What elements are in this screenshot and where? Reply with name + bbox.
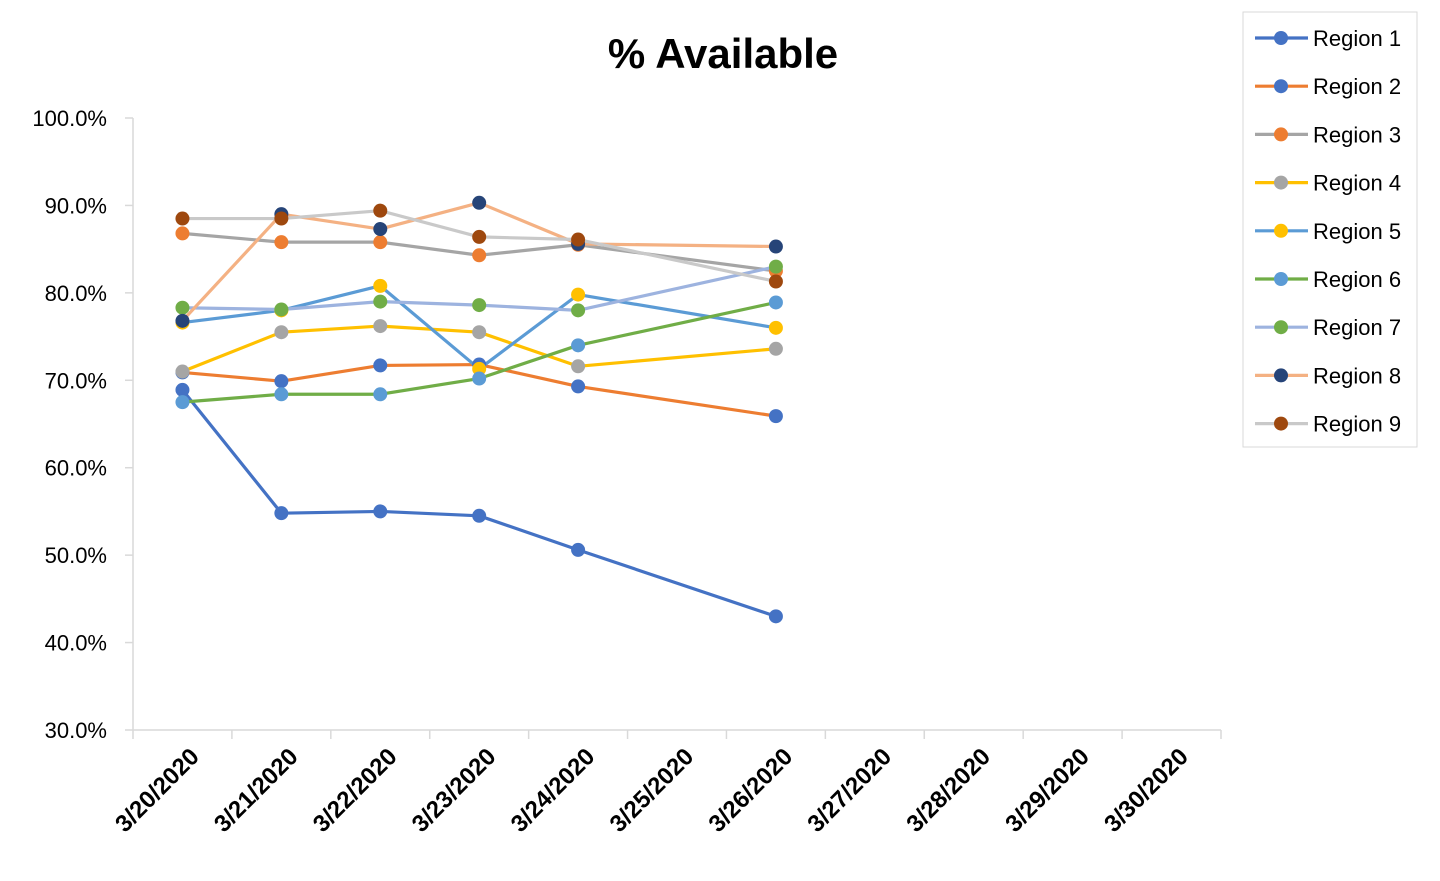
series-7-point: [571, 303, 586, 318]
legend-label: Region 7: [1313, 315, 1401, 340]
legend-marker: [1274, 175, 1288, 190]
series-4-point: [175, 364, 190, 379]
series-line-2: [182, 362, 777, 418]
legend-label: Region 5: [1313, 219, 1401, 244]
y-tick-label: 30.0%: [45, 718, 107, 743]
series-3-point: [274, 235, 289, 250]
series-1-point: [274, 506, 289, 521]
x-tick-label: 3/29/2020: [1000, 743, 1095, 838]
series-5-point: [571, 287, 586, 302]
series-lines: [181, 201, 777, 618]
series-8-point: [373, 222, 388, 237]
legend-marker: [1274, 31, 1288, 45]
x-tick-label: 3/23/2020: [407, 743, 502, 838]
legend-label: Region 4: [1313, 171, 1401, 196]
series-9-point: [373, 203, 388, 218]
series-line-5: [182, 284, 777, 371]
series-9-point: [768, 274, 783, 289]
series-2-point: [768, 409, 783, 424]
series-7-point: [175, 300, 190, 315]
x-tick-label: 3/20/2020: [110, 743, 205, 838]
series-5-point: [472, 361, 487, 376]
y-tick-label: 70.0%: [45, 368, 107, 393]
series-6-point: [373, 387, 388, 402]
series-8-point: [175, 313, 190, 328]
series-7-point: [274, 302, 289, 317]
legend-marker: [1274, 223, 1288, 238]
x-tick-label: 3/27/2020: [802, 743, 897, 838]
series-6-point: [571, 338, 586, 353]
x-tick-label: 3/26/2020: [704, 743, 799, 838]
series-3-point: [175, 226, 190, 241]
y-tick-label: 60.0%: [45, 456, 107, 481]
series-7-point: [472, 298, 487, 313]
series-4-point: [472, 325, 487, 340]
x-tick-label: 3/28/2020: [901, 743, 996, 838]
series-9-point: [274, 211, 289, 226]
series-4-point: [373, 319, 388, 334]
x-tick-label: 3/25/2020: [605, 743, 700, 838]
legend-label: Region 9: [1313, 412, 1401, 437]
legend-marker: [1274, 320, 1288, 335]
axes: 30.0% 40.0% 50.0% 60.0% 70.0% 80.0% 90.0% 100.0…: [32, 106, 1222, 838]
series-1-point: [373, 504, 388, 519]
legend-label: Region 3: [1313, 122, 1401, 147]
series-line-8: [181, 201, 776, 322]
series-1-point: [175, 382, 190, 397]
series-4-point: [571, 359, 586, 374]
series-line-9: [182, 209, 777, 284]
series-9-point: [571, 232, 586, 247]
legend-marker: [1274, 79, 1288, 94]
y-tick-label: 40.0%: [45, 631, 107, 656]
series-4-point: [274, 325, 289, 340]
series-2-point: [373, 358, 388, 373]
series-1-point: [571, 542, 586, 557]
series-1-point: [472, 508, 487, 523]
x-tick-label: 3/30/2020: [1099, 743, 1194, 838]
series-6-point: [472, 371, 487, 386]
legend-marker: [1274, 272, 1288, 286]
series-9-point: [472, 229, 487, 244]
legend-marker: [1274, 368, 1288, 383]
series-3-point: [472, 248, 487, 263]
legend-marker: [1274, 127, 1288, 142]
x-tick-label: 3/24/2020: [506, 743, 601, 838]
series-4-point: [768, 341, 783, 356]
series-1-point: [768, 609, 783, 624]
legend-label: Region 6: [1313, 267, 1401, 292]
legend-label: Region 1: [1313, 26, 1401, 51]
series-6-point: [274, 387, 289, 402]
series-line-6: [182, 300, 777, 404]
legend-label: Region 2: [1313, 74, 1401, 99]
x-tick-label: 3/22/2020: [308, 743, 403, 838]
y-tick-label: 80.0%: [45, 281, 107, 306]
legend-marker: [1274, 416, 1288, 431]
legend-label: Region 8: [1313, 363, 1401, 388]
chart-title: % Available: [608, 30, 838, 77]
series-line-1: [181, 388, 777, 618]
series-3-point: [373, 235, 388, 250]
series-9-point: [175, 211, 190, 226]
y-tick-label: 90.0%: [45, 193, 107, 218]
series-line-7: [182, 265, 777, 312]
y-tick-label: 50.0%: [45, 543, 107, 568]
x-tick-label: 3/21/2020: [209, 743, 304, 838]
series-5-point: [768, 320, 783, 335]
series-5-point: [373, 278, 388, 293]
series-2-point: [274, 374, 289, 389]
legend: Region 1 Region 2 Region 3 Region 4 Region 5…: [1242, 11, 1418, 448]
series-6-point: [768, 295, 783, 310]
series-7-point: [373, 294, 388, 309]
series-8-point: [768, 239, 783, 254]
series-7-point: [768, 259, 783, 274]
series-2-point: [571, 379, 586, 394]
series-6-point: [175, 395, 190, 410]
series-markers: [175, 195, 783, 624]
series-line-3: [182, 231, 777, 273]
y-tick-label: 100.0%: [32, 106, 107, 131]
series-8-point: [472, 195, 487, 210]
